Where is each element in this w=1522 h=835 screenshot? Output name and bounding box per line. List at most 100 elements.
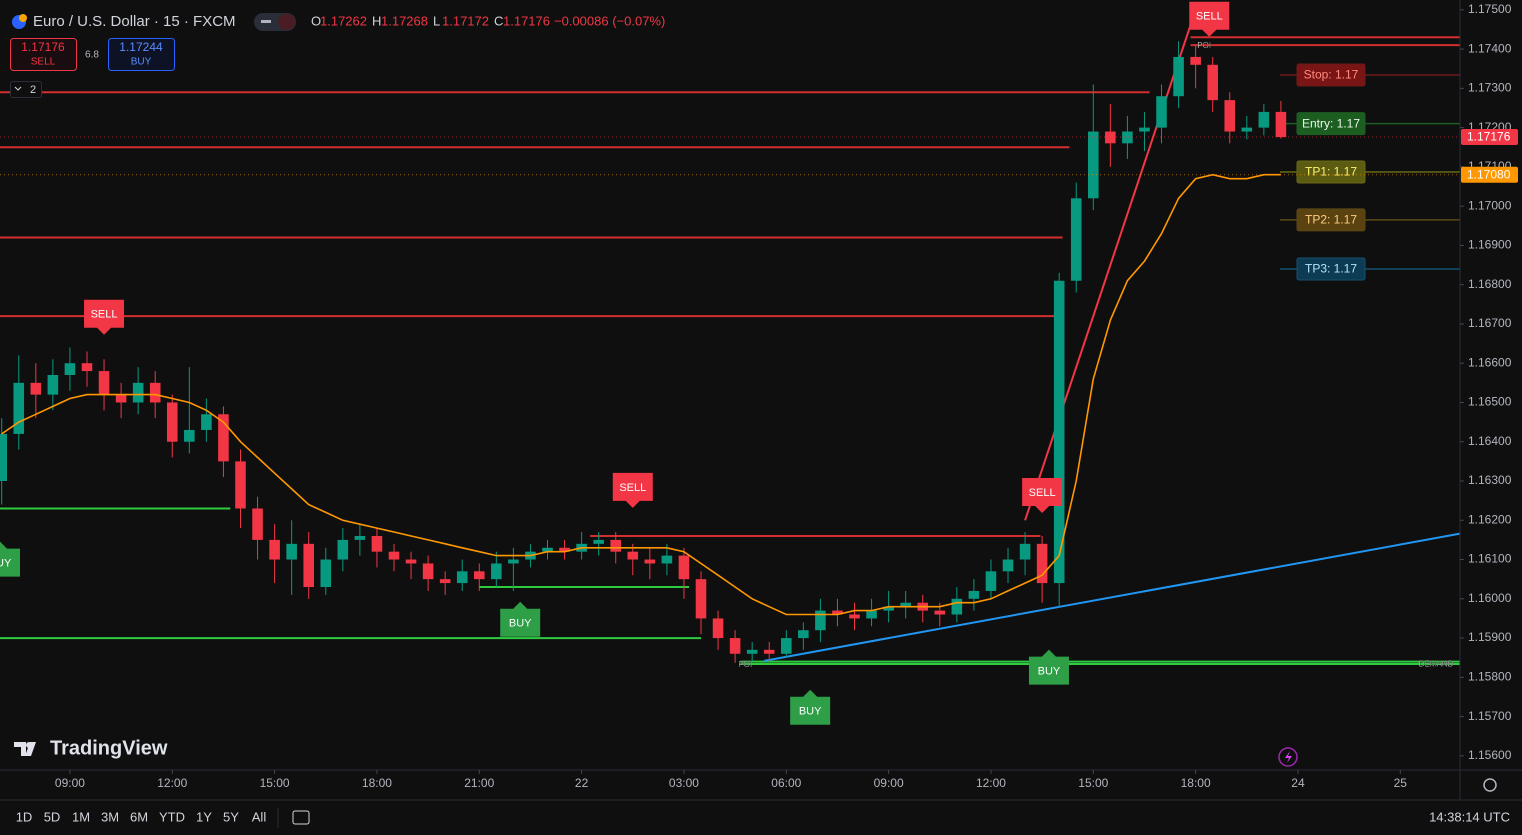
timeframe-button[interactable]: 6M xyxy=(130,809,148,824)
layout-count: 2 xyxy=(30,84,36,96)
candle-body xyxy=(900,602,911,607)
signal-box xyxy=(500,601,541,637)
candle-body xyxy=(661,555,673,564)
axes: 1.175001.174001.173001.172001.171001.170… xyxy=(0,2,1518,790)
y-tick-label: 1.16600 xyxy=(1468,355,1512,369)
y-tick-label: 1.16400 xyxy=(1468,434,1512,448)
signal-box xyxy=(1028,649,1069,685)
ohlc-value: 1.17268 xyxy=(381,13,428,28)
marker-label: POI xyxy=(738,660,752,669)
timeframe-button[interactable]: 3M xyxy=(101,809,119,824)
candle-body xyxy=(1275,111,1287,138)
trade-level-label: Entry: 1.17 xyxy=(1302,116,1360,130)
price-tag xyxy=(1461,166,1518,183)
timeframe-button[interactable]: 5Y xyxy=(223,809,239,824)
date-range-icon[interactable] xyxy=(292,810,310,825)
candle-body xyxy=(0,433,7,482)
candle-body xyxy=(1258,111,1270,128)
plot-area: POI POI DEMAND SELL BUY BUY SELL BUY SELL BUY SELL… xyxy=(0,1,1461,725)
trade-level-label: TP2: 1.17 xyxy=(1305,213,1357,227)
signal-label: BUY xyxy=(0,558,12,570)
candle-body xyxy=(320,559,332,588)
brand-logo xyxy=(26,742,32,748)
y-tick-label: 1.15600 xyxy=(1468,748,1512,762)
timeframe-button[interactable]: 1D xyxy=(16,809,33,824)
price-tag-label: 1.17176 xyxy=(1467,130,1511,144)
timeframe-button[interactable]: YTD xyxy=(159,809,185,824)
candle-body xyxy=(815,610,826,631)
buy-price: 1.17244 xyxy=(119,40,163,54)
candle-body xyxy=(798,630,809,639)
candle-body xyxy=(201,414,212,430)
symbol-title[interactable]: Euro / U.S. Dollar · 15 · FXCM xyxy=(33,13,236,30)
signal-label: SELL xyxy=(1029,487,1056,499)
timeframe-toolbar: 1D 5D 1M 3M 6M YTD 1Y 5Y All xyxy=(16,809,267,824)
y-tick-label: 1.16100 xyxy=(1468,552,1512,566)
candle-body xyxy=(1036,543,1048,584)
ohlc-key: L xyxy=(433,13,440,28)
trade-level-label: TP1: 1.17 xyxy=(1305,165,1357,179)
ema-line xyxy=(1,173,1281,616)
candle-body xyxy=(184,429,195,442)
candle-body xyxy=(64,363,76,375)
candle-body xyxy=(422,563,434,580)
layout-badge[interactable] xyxy=(10,81,42,98)
y-tick-label: 1.17500 xyxy=(1468,2,1512,16)
candle-body xyxy=(13,382,25,434)
settings-icon[interactable] xyxy=(1483,778,1497,792)
y-tick-label: 1.15700 xyxy=(1468,709,1512,723)
buy-label: BUY xyxy=(131,57,152,68)
trade-level-box xyxy=(1296,160,1366,184)
sell-button[interactable] xyxy=(10,38,77,71)
clock: 14:38:14 UTC xyxy=(1429,809,1510,824)
candle-body xyxy=(98,371,110,395)
signal-label: SELL xyxy=(1196,11,1223,23)
candle-body xyxy=(746,649,758,654)
ohlc-value: 1.17176 xyxy=(503,13,550,28)
timeframe-button[interactable]: All xyxy=(252,809,267,824)
buy-button[interactable] xyxy=(108,38,175,71)
candle-body xyxy=(456,571,468,584)
candle-body xyxy=(269,539,280,560)
candle-body xyxy=(729,638,741,654)
timeframe-button[interactable]: 5D xyxy=(44,809,61,824)
candle-body xyxy=(371,535,383,552)
candle-body xyxy=(644,559,656,564)
alert-icon[interactable] xyxy=(1278,747,1298,767)
candle-body xyxy=(235,461,246,509)
timeframe-button[interactable]: 1M xyxy=(72,809,90,824)
x-tick-label: 18:00 xyxy=(362,776,392,790)
candle-body xyxy=(951,598,963,615)
x-tick-label: 12:00 xyxy=(157,776,187,790)
y-tick-label: 1.15800 xyxy=(1468,670,1512,684)
candle-body xyxy=(559,547,570,552)
candle-body xyxy=(934,610,946,615)
trendline xyxy=(763,532,1461,662)
trade-level-label: TP3: 1.17 xyxy=(1305,262,1357,276)
candle-body xyxy=(610,539,622,552)
price-tag xyxy=(1461,129,1518,146)
x-tick-label: 15:00 xyxy=(1078,776,1108,790)
y-tick-label: 1.16300 xyxy=(1468,473,1512,487)
candle-body xyxy=(473,571,485,580)
candle-body xyxy=(81,363,93,372)
sell-price: 1.17176 xyxy=(21,40,65,54)
candle-body xyxy=(1019,543,1031,560)
ohlc-value: 1.17262 xyxy=(320,13,367,28)
candle-body xyxy=(866,610,877,619)
candle-body xyxy=(883,606,894,611)
candle-body xyxy=(439,579,451,584)
ohlc-key: C xyxy=(494,13,503,28)
candle-body xyxy=(678,555,690,580)
spread: 6.8 xyxy=(85,50,99,61)
marker-label: POI xyxy=(1197,41,1211,50)
trade-level-box xyxy=(1296,63,1366,87)
timeframe-button[interactable]: 1Y xyxy=(196,809,212,824)
ohlc-key: H xyxy=(372,13,381,28)
chevron xyxy=(14,86,22,91)
candle-body xyxy=(1207,64,1218,101)
candle-body xyxy=(695,579,707,619)
x-tick-label: 06:00 xyxy=(771,776,801,790)
x-tick-label: 24 xyxy=(1291,776,1305,790)
